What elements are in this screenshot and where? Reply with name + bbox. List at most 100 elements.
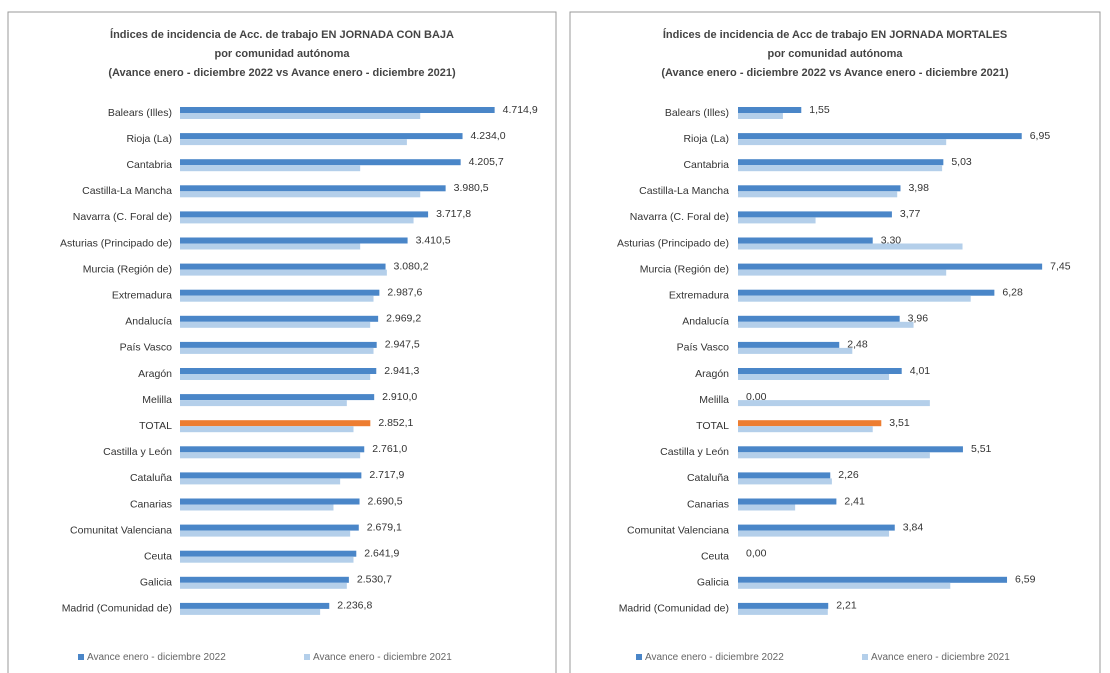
category-label: Rioja (La) (683, 133, 729, 145)
value-label: 2,48 (847, 339, 868, 351)
category-label: Rioja (La) (126, 133, 172, 145)
value-label: 3,98 (908, 182, 929, 194)
category-label: Madrid (Comunidad de) (619, 603, 729, 615)
category-label: Andalucía (125, 316, 172, 328)
bar (738, 269, 947, 276)
bar (180, 394, 375, 401)
bar (738, 582, 951, 589)
bar (738, 504, 796, 511)
bar (180, 368, 377, 374)
value-label: 4.234,0 (471, 130, 506, 142)
value-label: 2.910,0 (382, 391, 417, 403)
bar (738, 263, 1043, 270)
value-label: 3,51 (889, 417, 910, 429)
category-label: País Vasco (120, 342, 172, 354)
value-label: 2.641,9 (364, 547, 399, 559)
legend-swatch (78, 654, 84, 660)
value-label: 2.947,5 (385, 339, 420, 351)
bar (180, 347, 374, 354)
category-label: Ceuta (144, 550, 172, 562)
bar (738, 400, 930, 407)
category-label: Asturias (Principado de) (60, 237, 172, 249)
bar (738, 217, 816, 224)
chart-title: por comunidad autónoma (767, 48, 903, 60)
value-label: 3,84 (903, 521, 924, 533)
value-label: 2.969,2 (386, 313, 421, 325)
bar (738, 295, 971, 302)
legend-label: Avance enero - diciembre 2021 (313, 652, 452, 663)
bar (180, 243, 361, 250)
bar (738, 133, 1022, 140)
bar (180, 295, 374, 302)
category-label: TOTAL (139, 420, 172, 432)
category-label: Cataluña (130, 472, 172, 484)
chart-title: Índices de incidencia de Acc. de trabajo… (110, 28, 454, 41)
legend-swatch (304, 654, 310, 660)
category-label: Extremadura (112, 289, 172, 301)
category-label: Comunitat Valenciana (70, 524, 172, 536)
bar (180, 550, 357, 557)
bar (738, 139, 947, 146)
bar (180, 113, 421, 119)
bar (180, 452, 361, 459)
bar (738, 113, 783, 119)
value-label: 2,21 (836, 600, 857, 612)
bar (738, 368, 902, 374)
bar (180, 321, 371, 328)
chart-subtitle: (Avance enero - diciembre 2022 vs Avance… (108, 67, 456, 79)
value-label: 2.852,1 (378, 417, 413, 429)
value-label: 3,77 (900, 208, 921, 220)
value-label: 6,95 (1030, 130, 1051, 142)
category-label: Cantabria (683, 159, 729, 171)
category-label: Comunitat Valenciana (627, 524, 729, 536)
legend-swatch (862, 654, 868, 660)
category-label: País Vasco (677, 342, 729, 354)
bar (180, 576, 349, 583)
bar (180, 289, 380, 296)
bar (738, 452, 930, 459)
category-label: Murcia (Región de) (640, 263, 729, 275)
bar (180, 524, 359, 531)
panel-frame (569, 11, 1101, 673)
bar (738, 185, 901, 192)
bar (180, 159, 461, 166)
category-label: Castilla y León (660, 446, 729, 458)
value-label: 2,26 (838, 469, 859, 481)
chart-subtitle: (Avance enero - diciembre 2022 vs Avance… (661, 67, 1009, 79)
bar (180, 185, 446, 192)
value-label: 2.717,9 (369, 469, 404, 481)
value-label: 2.941,3 (384, 365, 419, 377)
bar (180, 133, 463, 140)
value-label: 2.761,0 (372, 443, 407, 455)
category-label: Galicia (697, 577, 729, 589)
value-label: 3.717,8 (436, 208, 471, 220)
bar (180, 556, 354, 563)
bar (738, 446, 963, 453)
bar (738, 237, 873, 244)
value-label: 2.530,7 (357, 574, 392, 586)
bar (738, 478, 832, 485)
value-label: 3,30 (881, 234, 902, 246)
category-label: Madrid (Comunidad de) (62, 603, 172, 615)
bar (180, 530, 351, 537)
chart-title: por comunidad autónoma (214, 48, 350, 60)
bar (180, 165, 361, 172)
bar (738, 341, 840, 348)
value-label: 2.679,1 (367, 521, 402, 533)
bar (180, 139, 407, 146)
bar (738, 211, 892, 218)
bar (180, 107, 495, 113)
bar (738, 524, 895, 531)
bar (738, 347, 853, 354)
bar (180, 341, 377, 348)
value-label: 5,03 (951, 156, 972, 168)
category-label: Galicia (140, 577, 172, 589)
category-label: Murcia (Región de) (83, 263, 172, 275)
bar (180, 420, 371, 427)
bar (738, 243, 963, 250)
bar (738, 530, 890, 537)
category-label: Extremadura (669, 289, 729, 301)
category-label: Canarias (130, 498, 172, 510)
value-label: 3,96 (908, 313, 929, 325)
